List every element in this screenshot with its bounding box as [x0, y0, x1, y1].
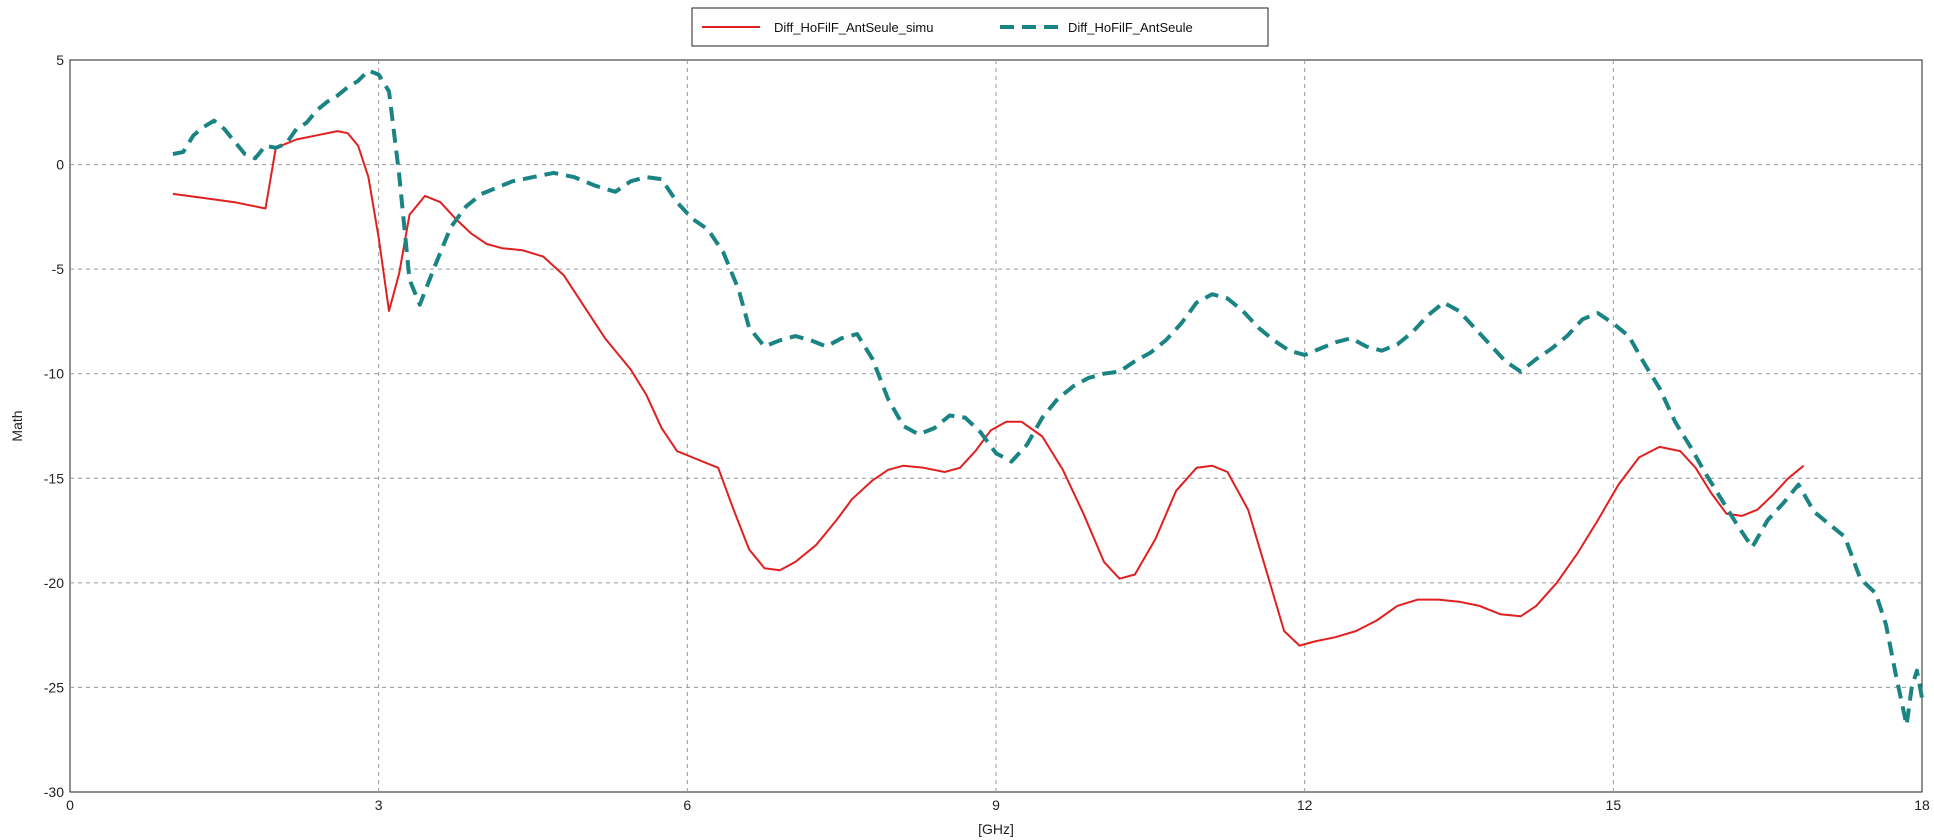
y-tick-label: -20 [44, 575, 64, 591]
tick-labels: 0 3 6 9 12 15 18 5 0 -5 -10 -15 -20 -25 -30 [44, 52, 1930, 813]
y-tick-label: -25 [44, 679, 64, 695]
y-tick-label: -15 [44, 470, 64, 486]
plot-area [69, 59, 1923, 793]
x-tick-label: 15 [1606, 797, 1622, 813]
grid [70, 60, 1922, 792]
series-layer [172, 68, 1924, 728]
x-tick-label: 9 [992, 797, 1000, 813]
series-line-measured [172, 68, 1924, 728]
y-tick-label: 5 [56, 52, 64, 68]
y-tick-label: -10 [44, 366, 64, 382]
legend: Diff_HoFilF_AntSeule_simu Diff_HoFilF_An… [691, 7, 1269, 47]
x-tick-label: 3 [375, 797, 383, 813]
series-line-simu [172, 130, 1805, 647]
x-axis-title: [GHz] [978, 821, 1014, 837]
y-tick-label: 0 [56, 157, 64, 173]
legend-label-measured: Diff_HoFilF_AntSeule [1068, 20, 1193, 35]
y-axis-title: Math [9, 410, 25, 441]
legend-label-simu: Diff_HoFilF_AntSeule_simu [774, 20, 933, 35]
x-tick-label: 6 [683, 797, 691, 813]
x-tick-label: 12 [1297, 797, 1313, 813]
y-tick-label: -5 [52, 261, 65, 277]
x-tick-label: 0 [66, 797, 74, 813]
y-tick-label: -30 [44, 784, 64, 800]
x-tick-label: 18 [1914, 797, 1930, 813]
legend-box [691, 7, 1269, 47]
